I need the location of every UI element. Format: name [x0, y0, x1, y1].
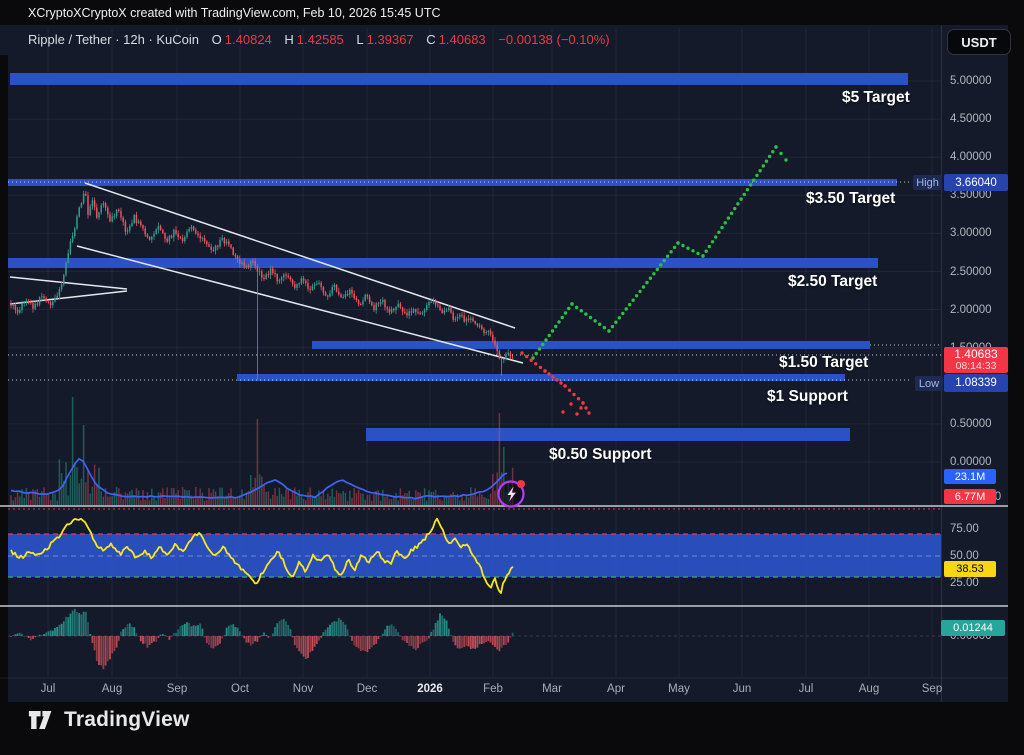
price-axis-tick: 3.50000	[950, 189, 992, 202]
rsi-line	[10, 517, 514, 594]
rsi-axis-tick: 25.00	[950, 577, 979, 589]
dotted-rays	[8, 181, 941, 381]
price-axis-tick: 4.50000	[950, 113, 992, 126]
x-axis-label: May	[668, 683, 690, 695]
ohlc-high-value: 1.42585	[296, 32, 344, 47]
high-axis-value: 3.66040	[944, 174, 1008, 191]
band--5-target[interactable]	[10, 73, 908, 85]
band-label[interactable]: $3.50 Target	[806, 190, 896, 207]
low-axis-value: 1.08339	[944, 374, 1008, 392]
rsi-band[interactable]	[8, 534, 941, 577]
ohlc-open-value: 1.40824	[224, 32, 272, 47]
wedge-upper[interactable]	[9, 276, 128, 290]
ohlc-change: −0.00138 (−0.10%)	[498, 32, 610, 47]
x-axis-label: Nov	[292, 683, 314, 695]
boost-lightning-icon[interactable]	[495, 476, 529, 510]
ohlc-low-label: L	[356, 32, 364, 47]
x-axis-label: Aug	[858, 683, 880, 695]
volume-badge: 6.77M	[944, 489, 996, 504]
last-price-value: 1.40683	[954, 347, 998, 361]
projection-red-path[interactable]	[520, 351, 591, 416]
trendlines[interactable]	[9, 182, 524, 364]
band-label[interactable]: $5 Target	[842, 89, 910, 106]
ohlc-high-label: H	[284, 32, 294, 47]
x-axis-label: Dec	[356, 683, 378, 695]
tradingview-logo-mark	[28, 711, 52, 729]
pane-separators[interactable]	[0, 25, 1008, 702]
x-axis-label: 2026	[417, 683, 443, 695]
rsi-axis-tick: 50.00	[950, 550, 979, 562]
rsi-pane	[8, 508, 941, 594]
x-axis-label: Sep	[166, 683, 188, 695]
low-chip: Low	[915, 376, 943, 391]
price-axis-tick: 2.50000	[950, 265, 992, 278]
price-axis-tick: 0.50000	[950, 417, 992, 430]
band--1-support[interactable]	[237, 374, 845, 381]
oscillator-pane	[8, 608, 941, 670]
x-axis-label: Aug	[101, 683, 123, 695]
volume-ma-line	[10, 457, 508, 500]
rsi-axis-tick: 75.00	[950, 523, 979, 535]
oscillator-value-badge: 0.01244	[941, 620, 1005, 636]
candlestick-series	[10, 190, 514, 380]
price-axis-tick: 2.00000	[950, 303, 992, 316]
wedge-lower[interactable]	[9, 290, 128, 305]
x-axis-label: Apr	[607, 683, 625, 695]
volume-ma	[10, 457, 508, 500]
channel-upper[interactable]	[84, 182, 516, 329]
high-chip: High	[913, 175, 942, 190]
channel-lower[interactable]	[76, 245, 524, 364]
x-axis-label: Jul	[798, 683, 814, 695]
price-axis-tick: 4.00000	[950, 151, 992, 164]
tradingview-logo-text: TradingView	[64, 708, 190, 731]
price-axis-tick: 5.00000	[950, 75, 992, 87]
rsi-value-badge: 38.53	[944, 561, 996, 577]
projection-green-path[interactable]	[531, 145, 788, 360]
currency-toggle-button[interactable]: USDT	[947, 29, 1011, 55]
tradingview-logo[interactable]: TradingView	[28, 708, 190, 732]
banner-attribution: XCryptoXCryptoX created with TradingView…	[28, 6, 441, 20]
ohlc-close-label: C	[426, 32, 436, 47]
x-axis-label: Feb	[483, 683, 503, 695]
ohlc-close-value: 1.40683	[438, 32, 486, 47]
x-axis-label: Oct	[231, 683, 249, 695]
symbol-legend[interactable]: Ripple / Tether · 12h · KuCoin O 1.40824 …	[28, 32, 613, 47]
x-axis-label: Mar	[542, 683, 562, 695]
band--0.50-support[interactable]	[366, 428, 850, 441]
band--1.50-target[interactable]	[312, 341, 870, 349]
x-axis-label: Jul	[40, 683, 56, 695]
pane-background	[0, 25, 1008, 702]
time-axis-strip[interactable]	[0, 678, 1008, 702]
symbol-title: Ripple / Tether · 12h · KuCoin	[28, 32, 200, 47]
band--2.50-target[interactable]	[8, 258, 878, 268]
band-label[interactable]: $0.50 Support	[549, 446, 652, 463]
price-axis-tick: 0.00000	[950, 456, 992, 468]
ohlc-low-value: 1.39367	[366, 32, 414, 47]
band-label[interactable]: $1 Support	[767, 388, 848, 405]
x-axis-label: Sep	[921, 683, 943, 695]
volume-ma-badge: 23.1M	[944, 469, 996, 484]
price-axis-tick: 3.00000	[950, 227, 992, 240]
band-label[interactable]: $1.50 Target	[779, 354, 869, 371]
x-axis-label: Jun	[732, 683, 752, 695]
last-price-badge: 1.40683 08:14:33	[944, 347, 1008, 373]
ohlc-open-label: O	[211, 32, 222, 47]
bar-countdown: 08:14:33	[955, 360, 997, 372]
band-label[interactable]: $2.50 Target	[788, 273, 878, 290]
